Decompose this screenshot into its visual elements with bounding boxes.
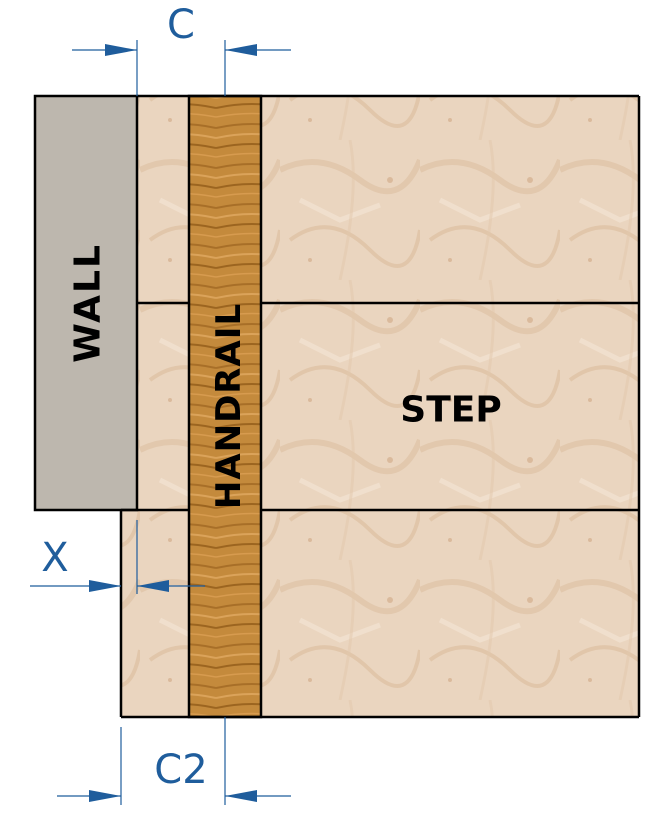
wall-label: WALL xyxy=(68,243,109,363)
step-outline xyxy=(119,94,641,719)
dimension-c xyxy=(72,40,291,96)
dimension-c2-label: C2 xyxy=(154,747,207,793)
step-label: STEP xyxy=(400,390,501,431)
dimension-x-label: X xyxy=(41,535,68,581)
dimension-c-label: C xyxy=(167,2,195,48)
dimension-x xyxy=(30,520,205,594)
dimension-c2 xyxy=(57,717,291,805)
handrail-label: HANDRAIL xyxy=(209,303,249,509)
